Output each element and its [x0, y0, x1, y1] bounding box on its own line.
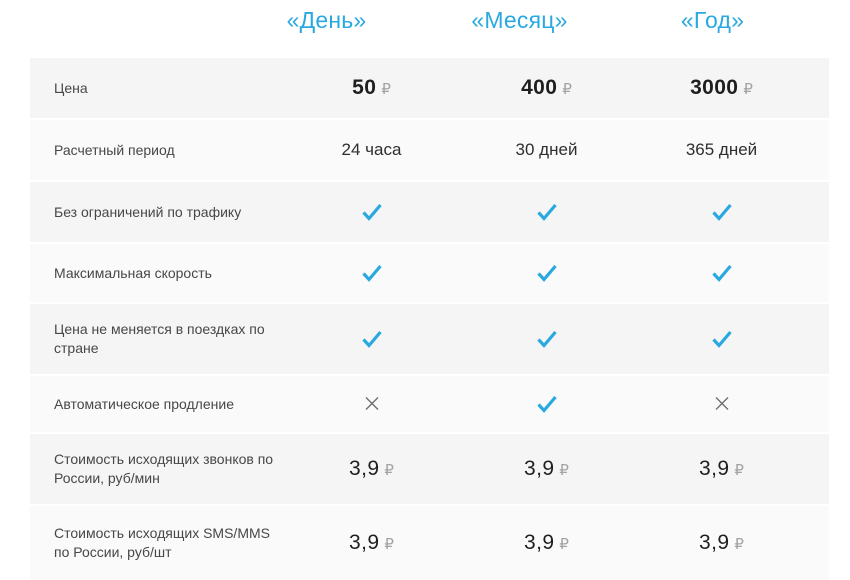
mark-cell: [459, 394, 634, 414]
price-cell: 3,9 ₽: [634, 531, 809, 555]
row-label-cell: Расчетный период: [30, 141, 284, 160]
row-label-cell: Цена не меняется в поездках по стране: [30, 320, 284, 358]
row-label: Автоматическое продление: [54, 395, 234, 412]
header-label-spacer: [30, 7, 230, 58]
mark-cell: [284, 329, 459, 349]
price-value: 3,9: [524, 457, 555, 480]
cross-icon: [364, 395, 380, 412]
mark-cell: [634, 263, 809, 283]
period-value: 24 часа: [341, 140, 402, 159]
ruble-sign-icon: ₽: [743, 80, 753, 98]
price-cell: 3,9 ₽: [284, 531, 459, 555]
ruble-sign-icon: ₽: [734, 461, 744, 479]
price-cell: 400 ₽: [459, 76, 634, 100]
ruble-sign-icon: ₽: [559, 461, 569, 479]
price-cell: 50 ₽: [284, 76, 459, 100]
column-header-year[interactable]: «Год»: [680, 7, 745, 33]
price-value: 3000: [690, 76, 739, 99]
price-value: 3,9: [699, 531, 730, 554]
price-value: 3,9: [699, 457, 730, 480]
mark-cell: [284, 395, 459, 413]
table-row-price: Цена 50 ₽ 400 ₽ 3000 ₽: [30, 58, 829, 118]
row-label: Цена: [54, 79, 88, 96]
row-label: Стоимость исходящих звонков по России, р…: [54, 451, 274, 486]
row-label-cell: Стоимость исходящих звонков по России, р…: [30, 450, 284, 488]
check-icon: [360, 263, 384, 283]
period-cell: 24 часа: [284, 140, 459, 160]
price-value: 400: [521, 76, 558, 99]
check-icon: [535, 329, 559, 349]
mark-cell: [634, 395, 809, 413]
column-header-month[interactable]: «Месяц»: [471, 7, 568, 33]
check-icon: [710, 263, 734, 283]
row-label-cell: Максимальная скорость: [30, 264, 284, 283]
row-label-cell: Автоматическое продление: [30, 395, 284, 414]
mark-cell: [284, 202, 459, 222]
check-icon: [535, 394, 559, 414]
period-value: 365 дней: [685, 140, 758, 159]
check-icon: [535, 263, 559, 283]
ruble-sign-icon: ₽: [734, 535, 744, 553]
row-label: Цена не меняется в поездках по стране: [54, 321, 265, 356]
table-row-call-price: Стоимость исходящих звонков по России, р…: [30, 434, 829, 504]
ruble-sign-icon: ₽: [384, 461, 394, 479]
price-value: 50: [352, 76, 377, 99]
table-row-traffic: Без ограничений по трафику: [30, 182, 829, 242]
ruble-sign-icon: ₽: [559, 535, 569, 553]
price-value: 3,9: [349, 531, 380, 554]
check-icon: [360, 329, 384, 349]
mark-cell: [634, 329, 809, 349]
check-icon: [710, 202, 734, 222]
price-cell: 3,9 ₽: [284, 457, 459, 481]
price-cell: 3,9 ₽: [459, 531, 634, 555]
table-row-sms-price: Стоимость исходящих SMS/MMS по России, р…: [30, 506, 829, 580]
row-label-cell: Стоимость исходящих SMS/MMS по России, р…: [30, 524, 284, 562]
table-row-period: Расчетный период 24 часа 30 дней 365 дне…: [30, 120, 829, 180]
row-label: Максимальная скорость: [54, 264, 212, 281]
price-value: 3,9: [524, 531, 555, 554]
row-label: Стоимость исходящих SMS/MMS по России, р…: [54, 525, 270, 560]
period-cell: 30 дней: [459, 140, 634, 160]
mark-cell: [284, 263, 459, 283]
row-label: Расчетный период: [54, 141, 175, 158]
table-header-row: «День» «Месяц» «Год»: [30, 0, 829, 58]
mark-cell: [459, 202, 634, 222]
check-icon: [360, 202, 384, 222]
ruble-sign-icon: ₽: [562, 80, 572, 98]
pricing-table: «День» «Месяц» «Год» Цена 50 ₽ 400 ₽ 3000 ₽…: [30, 0, 829, 580]
row-label-cell: Цена: [30, 79, 284, 98]
row-label-cell: Без ограничений по трафику: [30, 203, 284, 222]
price-cell: 3,9 ₽: [634, 457, 809, 481]
price-cell: 3,9 ₽: [459, 457, 634, 481]
period-cell: 365 дней: [634, 140, 809, 160]
ruble-sign-icon: ₽: [384, 535, 394, 553]
table-row-roaming: Цена не меняется в поездках по стране: [30, 304, 829, 374]
column-header-day[interactable]: «День»: [286, 7, 367, 33]
cross-icon: [714, 395, 730, 412]
mark-cell: [459, 263, 634, 283]
row-label: Без ограничений по трафику: [54, 203, 242, 220]
price-value: 3,9: [349, 457, 380, 480]
table-row-speed: Максимальная скорость: [30, 244, 829, 302]
check-icon: [710, 329, 734, 349]
check-icon: [535, 202, 559, 222]
mark-cell: [459, 329, 634, 349]
period-value: 30 дней: [515, 140, 578, 159]
mark-cell: [634, 202, 809, 222]
ruble-sign-icon: ₽: [381, 80, 391, 98]
price-cell: 3000 ₽: [634, 76, 809, 100]
table-row-autorenew: Автоматическое продление: [30, 376, 829, 432]
